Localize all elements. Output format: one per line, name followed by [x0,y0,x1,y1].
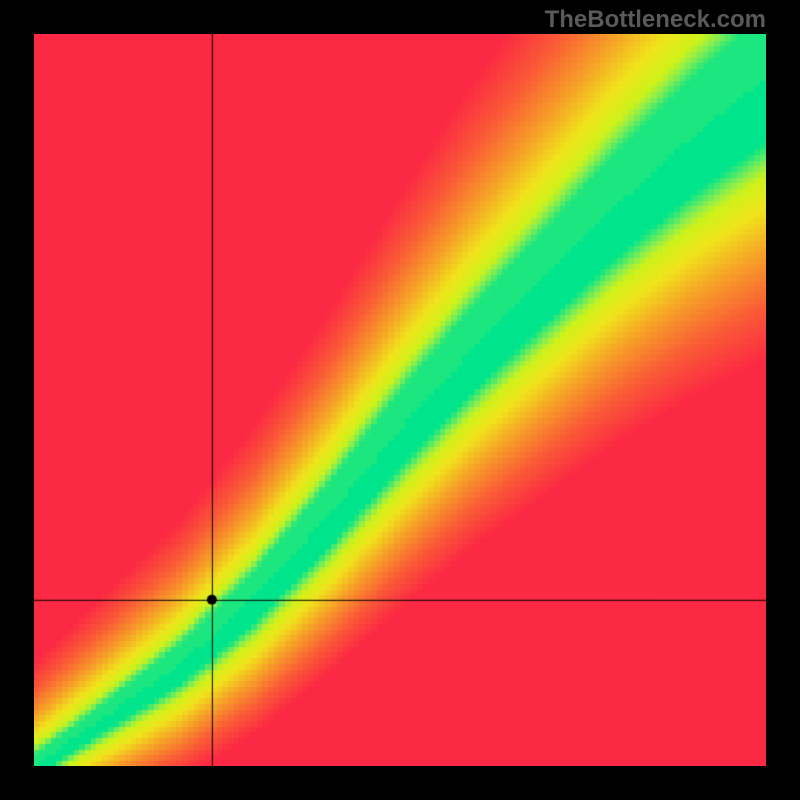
bottleneck-heatmap [34,34,766,766]
figure-frame: TheBottleneck.com [0,0,800,800]
watermark-text: TheBottleneck.com [545,6,766,34]
